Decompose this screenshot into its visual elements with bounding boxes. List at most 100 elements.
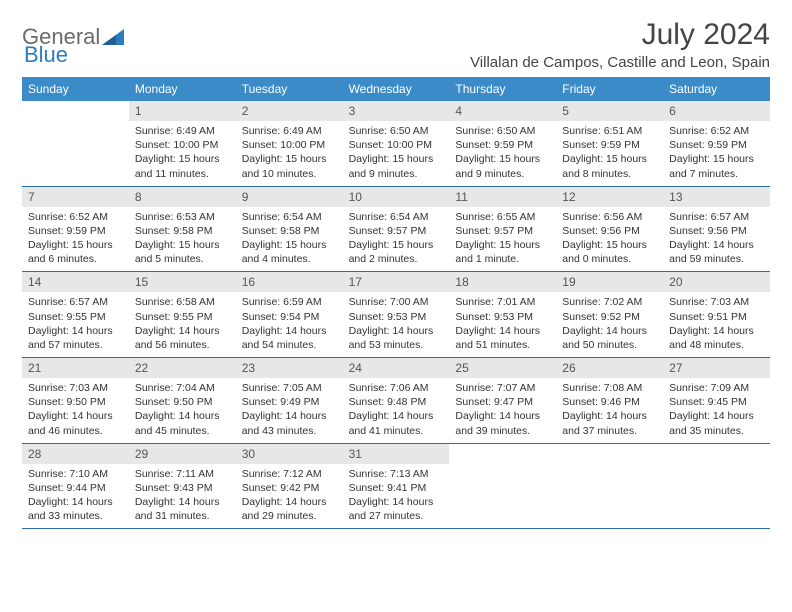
- sunset-text: Sunset: 9:59 PM: [455, 138, 550, 152]
- sunrise-text: Sunrise: 6:50 AM: [349, 124, 444, 138]
- day-number: 27: [663, 358, 770, 378]
- daylight-text: Daylight: 15 hours and 7 minutes.: [669, 152, 764, 180]
- daylight-text: Daylight: 14 hours and 43 minutes.: [242, 409, 337, 437]
- day-data: Sunrise: 7:00 AMSunset: 9:53 PMDaylight:…: [343, 292, 450, 357]
- day-number: 4: [449, 101, 556, 121]
- sunset-text: Sunset: 9:45 PM: [669, 395, 764, 409]
- day-cell: 5Sunrise: 6:51 AMSunset: 9:59 PMDaylight…: [556, 101, 663, 186]
- sunset-text: Sunset: 9:56 PM: [669, 224, 764, 238]
- day-cell: 3Sunrise: 6:50 AMSunset: 10:00 PMDayligh…: [343, 101, 450, 186]
- day-data: Sunrise: 7:01 AMSunset: 9:53 PMDaylight:…: [449, 292, 556, 357]
- day-cell: 2Sunrise: 6:49 AMSunset: 10:00 PMDayligh…: [236, 101, 343, 186]
- day-number: 21: [22, 358, 129, 378]
- daylight-text: Daylight: 14 hours and 41 minutes.: [349, 409, 444, 437]
- day-data: Sunrise: 6:52 AMSunset: 9:59 PMDaylight:…: [22, 207, 129, 272]
- sunset-text: Sunset: 9:56 PM: [562, 224, 657, 238]
- daylight-text: Daylight: 14 hours and 27 minutes.: [349, 495, 444, 523]
- day-cell: 21Sunrise: 7:03 AMSunset: 9:50 PMDayligh…: [22, 358, 129, 443]
- day-number: 3: [343, 101, 450, 121]
- day-number: 13: [663, 187, 770, 207]
- day-data: Sunrise: 6:56 AMSunset: 9:56 PMDaylight:…: [556, 207, 663, 272]
- day-cell: [663, 444, 770, 529]
- day-data: Sunrise: 6:49 AMSunset: 10:00 PMDaylight…: [129, 121, 236, 186]
- sunrise-text: Sunrise: 7:02 AM: [562, 295, 657, 309]
- day-cell: 16Sunrise: 6:59 AMSunset: 9:54 PMDayligh…: [236, 272, 343, 357]
- daylight-text: Daylight: 15 hours and 2 minutes.: [349, 238, 444, 266]
- sunrise-text: Sunrise: 6:55 AM: [455, 210, 550, 224]
- day-cell: 18Sunrise: 7:01 AMSunset: 9:53 PMDayligh…: [449, 272, 556, 357]
- location: Villalan de Campos, Castille and Leon, S…: [470, 54, 770, 71]
- sunrise-text: Sunrise: 6:49 AM: [242, 124, 337, 138]
- header: General July 2024 Villalan de Campos, Ca…: [22, 18, 770, 71]
- day-number: 5: [556, 101, 663, 121]
- day-data: Sunrise: 6:57 AMSunset: 9:55 PMDaylight:…: [22, 292, 129, 357]
- day-cell: 23Sunrise: 7:05 AMSunset: 9:49 PMDayligh…: [236, 358, 343, 443]
- day-data: Sunrise: 6:50 AMSunset: 9:59 PMDaylight:…: [449, 121, 556, 186]
- sunrise-text: Sunrise: 6:57 AM: [28, 295, 123, 309]
- day-number: [556, 444, 663, 450]
- day-number: 1: [129, 101, 236, 121]
- day-cell: 29Sunrise: 7:11 AMSunset: 9:43 PMDayligh…: [129, 444, 236, 529]
- day-cell: 24Sunrise: 7:06 AMSunset: 9:48 PMDayligh…: [343, 358, 450, 443]
- sunrise-text: Sunrise: 7:06 AM: [349, 381, 444, 395]
- daylight-text: Daylight: 15 hours and 6 minutes.: [28, 238, 123, 266]
- sunset-text: Sunset: 9:42 PM: [242, 481, 337, 495]
- daylight-text: Daylight: 15 hours and 5 minutes.: [135, 238, 230, 266]
- sunrise-text: Sunrise: 7:04 AM: [135, 381, 230, 395]
- sunset-text: Sunset: 9:47 PM: [455, 395, 550, 409]
- day-cell: 6Sunrise: 6:52 AMSunset: 9:59 PMDaylight…: [663, 101, 770, 186]
- daylight-text: Daylight: 14 hours and 29 minutes.: [242, 495, 337, 523]
- day-header-cell: Wednesday: [343, 77, 450, 101]
- sunrise-text: Sunrise: 7:09 AM: [669, 381, 764, 395]
- day-data: Sunrise: 7:04 AMSunset: 9:50 PMDaylight:…: [129, 378, 236, 443]
- day-cell: 31Sunrise: 7:13 AMSunset: 9:41 PMDayligh…: [343, 444, 450, 529]
- sunrise-text: Sunrise: 6:59 AM: [242, 295, 337, 309]
- sunrise-text: Sunrise: 6:54 AM: [242, 210, 337, 224]
- daylight-text: Daylight: 14 hours and 48 minutes.: [669, 324, 764, 352]
- daylight-text: Daylight: 14 hours and 31 minutes.: [135, 495, 230, 523]
- sunset-text: Sunset: 9:51 PM: [669, 310, 764, 324]
- sunrise-text: Sunrise: 6:49 AM: [135, 124, 230, 138]
- day-data: Sunrise: 7:07 AMSunset: 9:47 PMDaylight:…: [449, 378, 556, 443]
- daylight-text: Daylight: 15 hours and 11 minutes.: [135, 152, 230, 180]
- daylight-text: Daylight: 14 hours and 35 minutes.: [669, 409, 764, 437]
- day-number: 6: [663, 101, 770, 121]
- day-cell: 12Sunrise: 6:56 AMSunset: 9:56 PMDayligh…: [556, 187, 663, 272]
- sunset-text: Sunset: 9:52 PM: [562, 310, 657, 324]
- week-row: 14Sunrise: 6:57 AMSunset: 9:55 PMDayligh…: [22, 272, 770, 358]
- day-data: Sunrise: 6:52 AMSunset: 9:59 PMDaylight:…: [663, 121, 770, 186]
- sunset-text: Sunset: 10:00 PM: [349, 138, 444, 152]
- day-cell: 20Sunrise: 7:03 AMSunset: 9:51 PMDayligh…: [663, 272, 770, 357]
- day-number: 18: [449, 272, 556, 292]
- sunrise-text: Sunrise: 7:05 AM: [242, 381, 337, 395]
- day-number: [449, 444, 556, 450]
- sunrise-text: Sunrise: 7:10 AM: [28, 467, 123, 481]
- day-cell: 15Sunrise: 6:58 AMSunset: 9:55 PMDayligh…: [129, 272, 236, 357]
- day-data: Sunrise: 7:02 AMSunset: 9:52 PMDaylight:…: [556, 292, 663, 357]
- sunset-text: Sunset: 9:59 PM: [28, 224, 123, 238]
- daylight-text: Daylight: 15 hours and 8 minutes.: [562, 152, 657, 180]
- sunrise-text: Sunrise: 7:03 AM: [28, 381, 123, 395]
- daylight-text: Daylight: 15 hours and 4 minutes.: [242, 238, 337, 266]
- day-header-cell: Sunday: [22, 77, 129, 101]
- calendar: SundayMondayTuesdayWednesdayThursdayFrid…: [22, 77, 770, 529]
- day-header-cell: Monday: [129, 77, 236, 101]
- day-data: Sunrise: 7:05 AMSunset: 9:49 PMDaylight:…: [236, 378, 343, 443]
- sunset-text: Sunset: 9:50 PM: [135, 395, 230, 409]
- day-data: Sunrise: 6:54 AMSunset: 9:58 PMDaylight:…: [236, 207, 343, 272]
- day-number: 29: [129, 444, 236, 464]
- sunset-text: Sunset: 9:46 PM: [562, 395, 657, 409]
- sunrise-text: Sunrise: 7:07 AM: [455, 381, 550, 395]
- sunset-text: Sunset: 9:49 PM: [242, 395, 337, 409]
- day-data: Sunrise: 6:58 AMSunset: 9:55 PMDaylight:…: [129, 292, 236, 357]
- day-data: Sunrise: 7:10 AMSunset: 9:44 PMDaylight:…: [22, 464, 129, 529]
- daylight-text: Daylight: 15 hours and 0 minutes.: [562, 238, 657, 266]
- day-number: 25: [449, 358, 556, 378]
- week-row: 1Sunrise: 6:49 AMSunset: 10:00 PMDayligh…: [22, 101, 770, 187]
- day-data: Sunrise: 6:54 AMSunset: 9:57 PMDaylight:…: [343, 207, 450, 272]
- daylight-text: Daylight: 14 hours and 46 minutes.: [28, 409, 123, 437]
- day-number: 15: [129, 272, 236, 292]
- day-data: Sunrise: 6:59 AMSunset: 9:54 PMDaylight:…: [236, 292, 343, 357]
- sunset-text: Sunset: 9:58 PM: [135, 224, 230, 238]
- day-number: 26: [556, 358, 663, 378]
